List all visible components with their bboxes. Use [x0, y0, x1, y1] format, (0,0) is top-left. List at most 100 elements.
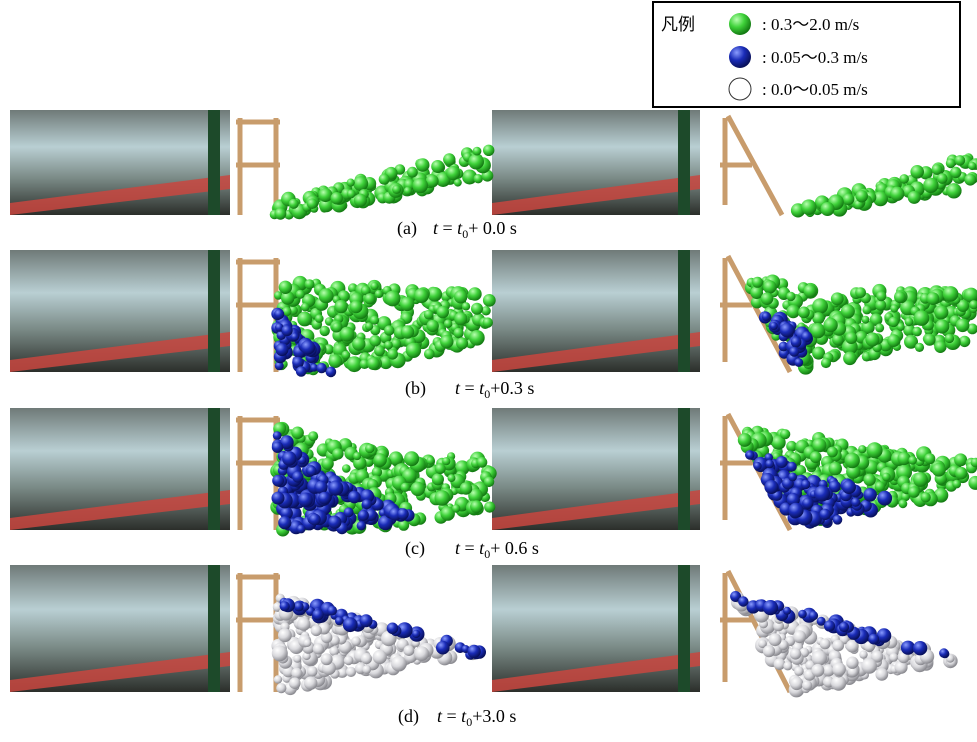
- particle: [275, 208, 287, 220]
- caption-rest: +3.0 s: [472, 706, 516, 726]
- caption-label: (b): [405, 378, 426, 399]
- particle: [468, 287, 482, 301]
- particle: [761, 292, 774, 305]
- particle: [921, 492, 931, 502]
- legend-label: : 0.3〜2.0 m/s: [762, 15, 859, 34]
- caption-time: t = t0+ 0.6 s: [455, 538, 539, 561]
- caption-time: t = t0+3.0 s: [437, 706, 516, 729]
- particle: [899, 499, 908, 508]
- particle: [776, 456, 788, 468]
- particle: [391, 656, 407, 672]
- particle: [342, 351, 351, 360]
- particle: [468, 154, 484, 170]
- caption-time: t = t0+0.3 s: [455, 378, 534, 401]
- particle: [298, 492, 313, 507]
- particle: [292, 471, 303, 482]
- particle: [764, 480, 778, 494]
- particle: [483, 145, 494, 156]
- particle: [332, 448, 343, 459]
- particle: [384, 325, 394, 335]
- particle: [432, 473, 444, 485]
- particle: [353, 452, 361, 460]
- particle: [327, 606, 337, 616]
- photo-frame: [678, 408, 690, 530]
- particle: [890, 187, 904, 201]
- particle: [763, 280, 776, 293]
- particle: [401, 325, 414, 338]
- particle: [802, 680, 812, 690]
- particle: [416, 158, 430, 172]
- particle: [452, 504, 460, 512]
- caption-eq: =: [460, 378, 479, 398]
- particle: [819, 509, 830, 520]
- particle: [427, 320, 439, 332]
- particle: [794, 666, 804, 676]
- particle: [369, 335, 381, 347]
- particle: [296, 290, 305, 299]
- particle: [889, 653, 898, 662]
- particle: [484, 502, 495, 513]
- photo-frame: [678, 565, 690, 692]
- particle: [876, 291, 886, 301]
- particle: [414, 646, 429, 661]
- particle: [404, 645, 415, 656]
- particle: [862, 316, 870, 324]
- particle: [811, 664, 824, 677]
- particle: [313, 643, 324, 654]
- particle: [908, 456, 917, 465]
- particle: [342, 464, 351, 473]
- particle: [946, 183, 961, 198]
- particle: [291, 427, 304, 440]
- particle: [912, 327, 922, 337]
- particle: [898, 452, 911, 465]
- particle: [804, 284, 817, 297]
- particle: [374, 453, 387, 466]
- caption-rest: + 0.6 s: [490, 538, 539, 558]
- particle: [435, 463, 446, 474]
- particle: [787, 305, 800, 318]
- particle: [462, 302, 470, 310]
- particle: [332, 322, 342, 332]
- particle: [952, 480, 961, 489]
- particle: [924, 334, 936, 346]
- particle: [914, 310, 930, 326]
- particle: [887, 334, 900, 347]
- particle: [789, 347, 799, 357]
- particle: [790, 648, 801, 659]
- particle: [443, 153, 455, 165]
- particle: [824, 620, 835, 631]
- particle: [347, 190, 356, 199]
- particle: [877, 491, 892, 506]
- particle: [950, 167, 961, 178]
- particle: [783, 661, 792, 670]
- particle: [821, 358, 831, 368]
- particle: [361, 653, 372, 664]
- particle: [469, 330, 485, 346]
- particles: [791, 153, 977, 217]
- particle: [460, 482, 473, 495]
- particle: [937, 173, 948, 184]
- particle: [444, 319, 453, 328]
- particle: [763, 600, 778, 615]
- particle: [843, 193, 855, 205]
- particle: [319, 288, 334, 303]
- particle: [272, 442, 283, 453]
- particle: [890, 304, 898, 312]
- caption-rest: +0.3 s: [490, 378, 534, 398]
- particle: [915, 343, 924, 352]
- particle: [833, 515, 843, 525]
- particle: [746, 451, 754, 459]
- particle: [276, 683, 286, 693]
- particle: [888, 317, 898, 327]
- particle: [913, 641, 927, 655]
- particle: [384, 341, 393, 350]
- particle: [801, 480, 810, 489]
- particle: [273, 431, 282, 440]
- particle: [328, 516, 341, 529]
- particle: [943, 286, 959, 302]
- particle: [846, 657, 858, 669]
- particle: [913, 472, 928, 487]
- particle: [297, 312, 312, 327]
- particle: [738, 596, 748, 606]
- particle: [910, 165, 924, 179]
